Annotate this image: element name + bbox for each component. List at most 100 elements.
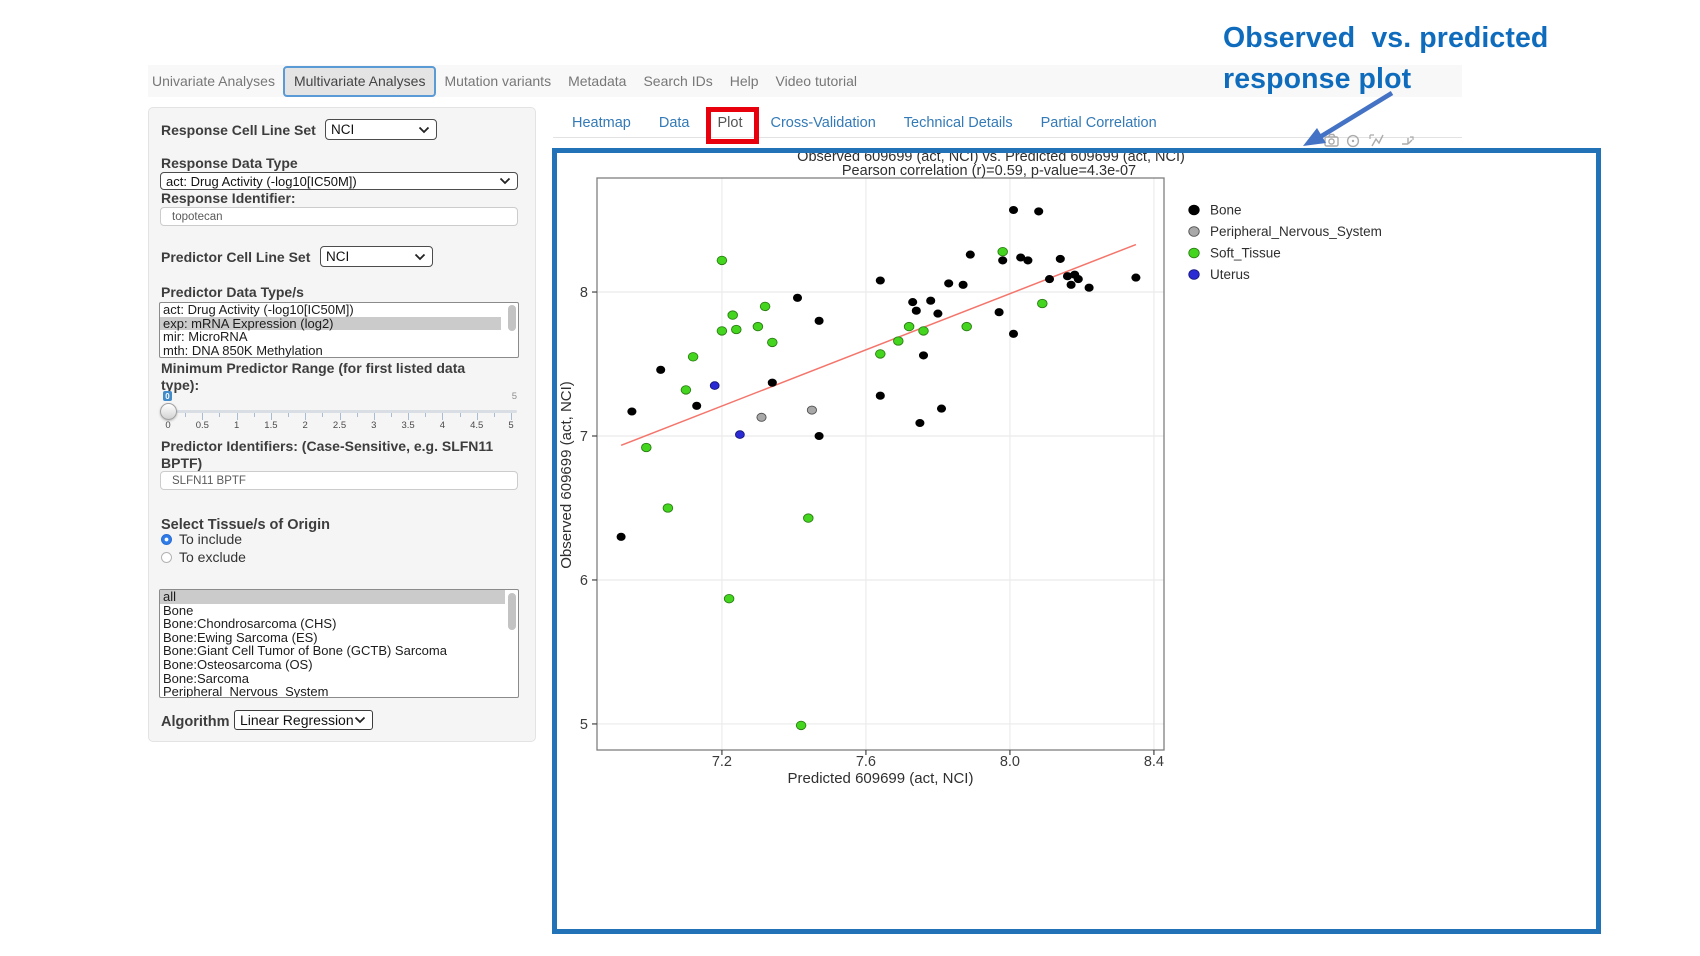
point-Soft_Tissue[interactable] (893, 336, 904, 346)
tab-cross-validation[interactable]: Cross-Validation (770, 115, 876, 131)
point-Bone[interactable] (656, 365, 666, 374)
point-Bone[interactable] (875, 391, 885, 400)
list-item[interactable]: Bone (163, 602, 194, 618)
radio-selected-icon[interactable] (161, 533, 172, 545)
point-Soft_Tissue[interactable] (641, 442, 652, 453)
point-Soft_Tissue[interactable] (716, 326, 728, 336)
response-data-type-select[interactable]: act: Drug Activity (-log10[IC50M]) (160, 172, 518, 190)
radio-to-exclude[interactable]: To exclude (161, 549, 246, 565)
tab-partial-correlation[interactable]: Partial Correlation (1040, 115, 1157, 131)
point-Soft_Tissue[interactable] (727, 310, 738, 320)
nav-univariate-analyses[interactable]: Univariate Analyses (152, 73, 275, 89)
list-item[interactable]: Bone:Osteosarcoma (OS) (163, 656, 313, 672)
scrollbar[interactable] (507, 592, 516, 695)
pan-icon[interactable] (1369, 134, 1385, 147)
point-Bone[interactable] (875, 276, 885, 285)
legend-label-Peripheral_Nervous_System[interactable]: Peripheral_Nervous_System (1210, 224, 1382, 239)
point-Uterus[interactable] (709, 381, 720, 390)
point-Soft_Tissue[interactable] (662, 503, 674, 513)
point-Bone[interactable] (933, 309, 943, 318)
point-Bone[interactable] (814, 316, 824, 325)
point-Bone[interactable] (1034, 207, 1044, 216)
tab-technical-details[interactable]: Technical Details (903, 115, 1013, 131)
point-Soft_Tissue[interactable] (767, 337, 778, 348)
nav-multivariate-analyses[interactable]: Multivariate Analyses (283, 65, 436, 97)
radio-to-include[interactable]: To include (161, 531, 242, 547)
point-Soft_Tissue[interactable] (1037, 298, 1048, 309)
point-Soft_Tissue[interactable] (875, 349, 886, 359)
response-identifier-input[interactable]: topotecan (160, 207, 518, 226)
point-Bone[interactable] (1055, 254, 1065, 263)
scrollbar[interactable] (507, 305, 516, 355)
list-item[interactable]: all (160, 590, 505, 604)
nav-search-ids[interactable]: Search IDs (643, 73, 713, 89)
legend-label-Bone[interactable]: Bone (1210, 203, 1242, 218)
radio-unselected-icon[interactable] (161, 551, 172, 563)
autoscale-icon[interactable] (1402, 136, 1414, 145)
point-Bone[interactable] (1073, 275, 1083, 284)
point-Bone[interactable] (1023, 256, 1033, 265)
point-Bone[interactable] (1131, 273, 1141, 282)
point-Bone[interactable] (944, 279, 954, 288)
point-Soft_Tissue[interactable] (716, 255, 728, 266)
list-item[interactable]: Peripheral_Nervous_System (163, 684, 329, 698)
point-Bone[interactable] (915, 418, 925, 428)
point-Soft_Tissue[interactable] (997, 247, 1008, 257)
point-Soft_Tissue[interactable] (795, 720, 807, 731)
predictor-data-types-list[interactable]: act: Drug Activity (-log10[IC50M]) exp: … (159, 302, 519, 358)
point-Bone[interactable] (965, 250, 975, 259)
nav-video-tutorial[interactable]: Video tutorial (775, 73, 857, 89)
list-item[interactable]: mth: DNA 850K Methylation (163, 342, 323, 358)
point-Bone[interactable] (998, 256, 1008, 265)
predictor-identifiers-input[interactable]: SLFN11 BPTF (160, 471, 518, 490)
point-Soft_Tissue[interactable] (759, 301, 771, 312)
list-item[interactable]: act: Drug Activity (-log10[IC50M]) (163, 302, 354, 317)
point-Bone[interactable] (994, 308, 1004, 317)
point-Bone[interactable] (918, 351, 929, 360)
zoom-icon[interactable] (1346, 134, 1360, 148)
point-Bone[interactable] (926, 296, 936, 305)
predictor-cell-line-set-select[interactable]: NCI (320, 246, 433, 267)
tab-data[interactable]: Data (658, 115, 690, 131)
point-Soft_Tissue[interactable] (961, 321, 972, 332)
response-cell-line-set-select[interactable]: NCI (325, 119, 437, 140)
list-item[interactable]: Bone:Chondrosarcoma (CHS) (163, 616, 337, 632)
point-Soft_Tissue[interactable] (687, 352, 699, 362)
nav-metadata[interactable]: Metadata (568, 73, 627, 89)
point-Soft_Tissue[interactable] (723, 594, 735, 604)
legend-label-Soft_Tissue[interactable]: Soft_Tissue (1210, 246, 1281, 261)
point-Bone[interactable] (692, 401, 702, 410)
legend-label-Uterus[interactable]: Uterus (1210, 267, 1250, 282)
point-Bone[interactable] (911, 306, 921, 315)
point-Bone[interactable] (958, 280, 968, 289)
point-Bone[interactable] (1008, 205, 1019, 215)
point-Soft_Tissue[interactable] (918, 326, 929, 336)
point-Soft_Tissue[interactable] (903, 321, 915, 332)
point-Bone[interactable] (1044, 275, 1055, 284)
list-item[interactable]: mir: MicroRNA (163, 329, 248, 344)
slider-handle[interactable] (160, 403, 177, 420)
point-Bone[interactable] (908, 298, 918, 307)
point-Bone[interactable] (936, 404, 947, 413)
point-Bone[interactable] (1008, 329, 1019, 338)
point-Bone[interactable] (1066, 280, 1076, 289)
list-item[interactable]: Bone:Ewing Sarcoma (ES) (163, 629, 318, 645)
point-Soft_Tissue[interactable] (680, 385, 692, 395)
list-item[interactable]: Bone:Sarcoma (163, 670, 249, 686)
point-Peripheral_Nervous_System[interactable] (806, 405, 817, 415)
list-item[interactable]: exp: mRNA Expression (log2) (160, 316, 501, 330)
tissue-origin-list[interactable]: all Bone Bone:Chondrosarcoma (CHS) Bone:… (159, 589, 519, 698)
point-Soft_Tissue[interactable] (731, 324, 742, 335)
point-Soft_Tissue[interactable] (803, 513, 814, 523)
point-Soft_Tissue[interactable] (752, 321, 764, 332)
point-Bone[interactable] (616, 532, 626, 541)
nav-help[interactable]: Help (729, 73, 759, 89)
list-item[interactable]: Bone:Giant Cell Tumor of Bone (GCTB) Sar… (163, 643, 447, 659)
point-Bone[interactable] (1084, 283, 1094, 292)
point-Uterus[interactable] (735, 430, 745, 439)
point-Bone[interactable] (792, 293, 803, 302)
tab-heatmap[interactable]: Heatmap (572, 115, 631, 131)
point-Bone[interactable] (627, 407, 637, 416)
point-Bone[interactable] (767, 378, 777, 387)
algorithm-select[interactable]: Linear Regression (234, 710, 373, 730)
